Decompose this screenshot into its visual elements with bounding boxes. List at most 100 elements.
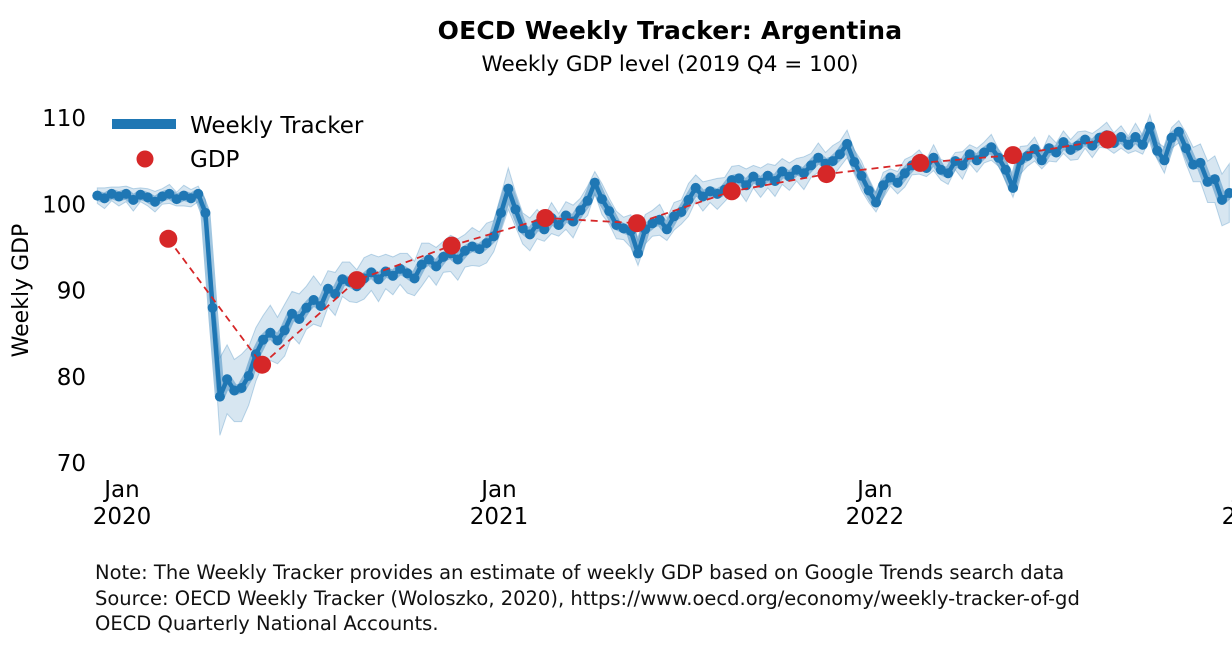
tracker-week-marker: [258, 334, 269, 345]
tracker-week-marker: [186, 193, 196, 204]
tracker-week-marker: [395, 263, 406, 274]
tracker-week-marker: [597, 194, 607, 205]
tracker-week-marker: [971, 155, 982, 166]
tracker-week-marker: [510, 204, 521, 215]
tracker-week-marker: [121, 188, 132, 199]
legend: Weekly Tracker GDP: [112, 113, 364, 173]
tracker-week-marker: [697, 191, 708, 202]
tracker-week-marker: [452, 254, 463, 265]
tracker-week-marker: [214, 391, 225, 402]
tracker-week-marker: [777, 166, 788, 177]
tracker-week-marker: [798, 168, 809, 179]
x-tick-month-label: Jan: [855, 477, 892, 503]
gdp-quarter-dot: [536, 209, 555, 227]
tracker-week-marker: [301, 302, 312, 313]
tracker-week-marker: [1166, 132, 1177, 143]
tracker-week-marker: [964, 149, 975, 160]
tracker-week-marker: [402, 268, 413, 279]
tracker-week-marker: [871, 197, 881, 208]
tracker-week-marker: [193, 188, 204, 199]
tracker-week-marker: [1065, 144, 1076, 155]
tracker-week-marker: [265, 327, 276, 338]
footnote-source-line-2: OECD Quarterly National Accounts.: [95, 612, 439, 635]
tracker-week-marker: [849, 157, 860, 167]
footnote-block: Note: The Weekly Tracker provides an est…: [95, 560, 1232, 637]
tracker-week-marker: [899, 168, 910, 179]
tracker-week-marker: [1173, 126, 1184, 137]
chart-title: OECD Weekly Tracker: Argentina: [437, 16, 903, 45]
tracker-week-marker: [366, 267, 377, 278]
gdp-quarter-dot: [722, 182, 741, 201]
x-tick-month-label: Jan: [102, 477, 139, 503]
tracker-week-marker: [236, 383, 247, 393]
gdp-dashed-line: [167, 138, 1108, 367]
tracker-week-marker: [423, 254, 434, 265]
tracker-week-marker: [604, 206, 615, 217]
tracker-week-marker: [294, 314, 305, 324]
gdp-quarter-dot: [628, 214, 646, 233]
legend-gdp-dot-swatch-icon: [136, 150, 154, 168]
tracker-week-marker: [661, 224, 672, 235]
tracker-week-marker: [287, 308, 297, 319]
tracker-week-marker: [741, 180, 752, 191]
gdp-quarter-dot: [347, 271, 366, 290]
tracker-week-marker: [373, 274, 384, 285]
tracker-week-marker: [1123, 139, 1134, 150]
tracker-week-marker: [748, 171, 759, 182]
tracker-week-marker: [813, 152, 824, 163]
tracker-week-marker: [986, 142, 997, 153]
tracker-week-marker: [676, 207, 687, 217]
tracker-week-marker: [1008, 182, 1018, 193]
tracker-week-marker: [582, 195, 593, 206]
tracker-week-marker: [762, 170, 773, 181]
tracker-week-marker: [1224, 188, 1232, 198]
tracker-week-marker: [1022, 151, 1033, 161]
tracker-week-marker: [712, 188, 723, 199]
tracker-week-marker: [222, 374, 233, 385]
tracker-week-marker: [979, 147, 990, 158]
tracker-week-marker: [272, 335, 283, 346]
tracker-week-marker: [1000, 164, 1011, 175]
tracker-week-marker: [323, 283, 333, 294]
tracker-week-marker: [1159, 155, 1170, 166]
x-tick-month-label: Jan: [479, 477, 516, 503]
tracker-week-marker: [1036, 155, 1047, 166]
y-tick-label: 110: [42, 106, 86, 132]
footnote-source-line: Source: OECD Weekly Tracker (Woloszko, 2…: [95, 586, 1080, 610]
tracker-week-marker: [633, 248, 643, 259]
tracker-week-marker: [1152, 145, 1163, 156]
gdp-quarter-dot: [253, 355, 272, 374]
y-tick-label: 70: [57, 451, 86, 477]
y-tick-label: 80: [57, 365, 86, 391]
tracker-week-marker: [669, 211, 680, 222]
tracker-week-marker: [207, 302, 218, 313]
tracker-week-marker: [863, 185, 874, 196]
gdp-quarter-dot: [817, 165, 836, 184]
tracker-week-marker: [553, 220, 564, 230]
tracker-week-marker: [1209, 174, 1220, 185]
plot-area: [92, 112, 1232, 436]
tracker-week-marker: [409, 273, 420, 284]
tracker-week-marker: [524, 229, 535, 240]
tracker-week-marker: [164, 188, 175, 199]
confidence-band: [96, 112, 1230, 436]
y-axis-title: Weekly GDP: [9, 224, 34, 358]
tracker-week-marker: [943, 168, 954, 179]
footnote-note-line: Note: The Weekly Tracker provides an est…: [95, 561, 1065, 584]
tracker-week-marker: [243, 370, 254, 381]
gdp-quarter-dot: [911, 153, 930, 172]
tracker-week-marker: [683, 194, 694, 205]
gdp-quarter-dot: [1004, 146, 1022, 165]
tracker-week-marker: [99, 193, 110, 204]
tracker-week-marker: [279, 325, 290, 336]
tracker-week-marker: [1181, 143, 1191, 154]
tracker-week-marker: [142, 192, 153, 203]
tracker-week-marker: [1137, 139, 1148, 150]
tracker-week-marker: [1116, 132, 1127, 142]
y-tick-label: 100: [42, 192, 86, 218]
tracker-week-marker: [1044, 143, 1054, 154]
tracker-week-marker: [856, 170, 867, 181]
